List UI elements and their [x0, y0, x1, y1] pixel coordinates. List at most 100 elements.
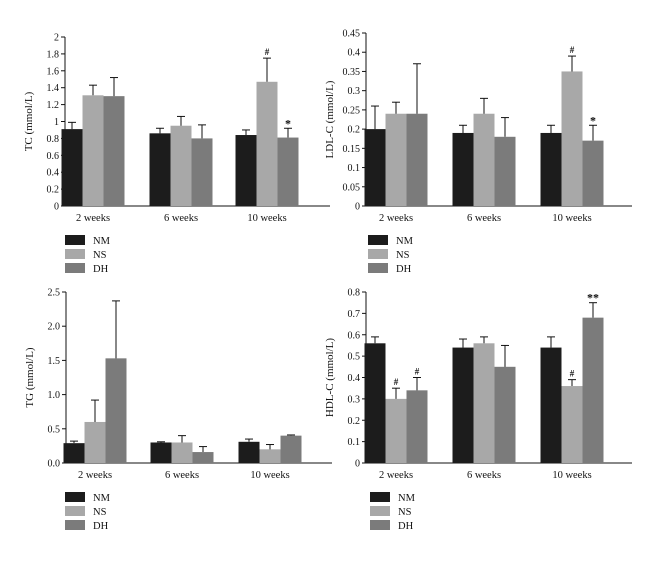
- y-tick-label: 1.2: [47, 100, 60, 111]
- y-tick-label: 1.6: [47, 66, 60, 77]
- significance-mark: #: [394, 377, 399, 387]
- bar-ns: [84, 421, 106, 463]
- legend-label: NS: [396, 250, 410, 261]
- bar-nm: [238, 441, 260, 463]
- y-tick-label: 0.4: [47, 168, 60, 179]
- bar-nm: [452, 132, 474, 206]
- legend-label: DH: [93, 264, 109, 275]
- bar-ns: [259, 449, 281, 463]
- y-tick-label: 0.35: [343, 67, 361, 78]
- bar-dh: [582, 317, 604, 463]
- y-tick-label: 0: [54, 202, 59, 213]
- bar-dh: [192, 452, 214, 463]
- bar-ns: [561, 386, 583, 463]
- significance-mark: #: [415, 367, 420, 377]
- legend-label: DH: [396, 264, 412, 275]
- bar-dh: [280, 435, 302, 463]
- bar-ns: [473, 113, 495, 206]
- bar-ns: [256, 81, 278, 206]
- y-tick-label: 0.8: [348, 288, 361, 299]
- bar-ns: [473, 343, 495, 463]
- bar-ns: [82, 95, 104, 206]
- significance-mark: *: [590, 113, 596, 127]
- bar-nm: [149, 133, 171, 206]
- legend-swatch-nm: [370, 492, 390, 502]
- x-tick-label: 10 weeks: [552, 470, 591, 481]
- legend: NM NS DH: [65, 492, 111, 532]
- legend-swatch-nm: [65, 492, 85, 502]
- y-tick-label: 0.0: [48, 459, 61, 470]
- y-tick-label: 0.2: [348, 416, 361, 427]
- y-tick-label: 0.4: [348, 373, 361, 384]
- y-tick-label: 1.5: [48, 356, 61, 367]
- legend-swatch-ns: [65, 506, 85, 516]
- legend-swatch-ns: [65, 249, 85, 259]
- y-tick-label: 0.8: [47, 134, 60, 145]
- tc-chart: 0 0.2 0.4 0.6 0.8 1 1.2 1.4 1.6 1.8 2 TC (mmol/L) 2 …: [23, 33, 330, 275]
- legend: NM NS DH: [370, 492, 416, 532]
- x-tick-label: 6 weeks: [467, 213, 501, 224]
- bar-nm: [235, 135, 257, 206]
- legend-swatch-dh: [370, 520, 390, 530]
- y-tick-label: 0.6: [348, 330, 361, 341]
- bar-ns: [170, 125, 192, 206]
- legend-label: NM: [93, 236, 111, 247]
- tg-chart: 0.0 0.5 1.0 1.5 2.0 2.5 TG (mmol/L) 2 weeks 6 we…: [24, 288, 332, 532]
- y-tick-label: 2.5: [48, 288, 61, 299]
- legend-swatch-dh: [65, 263, 85, 273]
- x-tick-label: 2 weeks: [379, 470, 413, 481]
- bar-ns: [385, 398, 407, 463]
- significance-mark: *: [285, 116, 291, 130]
- y-tick-label: 0.1: [348, 163, 361, 174]
- y-tick-label: 0.3: [348, 394, 361, 405]
- bar-dh: [105, 358, 127, 463]
- y-tick-label: 0.05: [343, 182, 361, 193]
- bar-nm: [61, 129, 83, 206]
- y-tick-label: 0.25: [343, 105, 361, 116]
- y-tick-label: 1.8: [47, 49, 60, 60]
- y-tick-label: 0: [355, 202, 360, 213]
- legend-label: NS: [93, 250, 107, 261]
- legend-swatch-ns: [368, 249, 388, 259]
- y-tick-label: 0.45: [343, 29, 361, 40]
- y-tick-label: 0.6: [47, 151, 60, 162]
- bar-ns: [171, 442, 193, 463]
- legend-swatch-dh: [65, 520, 85, 530]
- y-tick-label: 2.0: [48, 322, 61, 333]
- y-tick-label: 2: [54, 33, 59, 44]
- x-tick-label: 2 weeks: [76, 213, 110, 224]
- bar-dh: [406, 113, 428, 206]
- bar-dh: [582, 140, 604, 206]
- x-tick-label: 10 weeks: [247, 213, 286, 224]
- legend-swatch-nm: [65, 235, 85, 245]
- ldl-chart: 0 0.05 0.1 0.15 0.2 0.25 0.3 0.35 0.4 0.45 LDL-C (…: [324, 29, 632, 275]
- y-tick-label: 0.15: [343, 144, 361, 155]
- significance-mark: #: [265, 47, 270, 57]
- y-axis-label: LDL-C (mmol/L): [324, 80, 336, 158]
- legend: NM NS DH: [65, 235, 111, 275]
- significance-mark: **: [587, 291, 599, 305]
- x-tick-label: 2 weeks: [379, 213, 413, 224]
- y-tick-label: 0.7: [348, 309, 361, 320]
- bar-nm: [540, 347, 562, 463]
- y-tick-label: 0.1: [348, 437, 361, 448]
- legend-swatch-nm: [368, 235, 388, 245]
- legend-label: DH: [93, 521, 109, 532]
- bar-ns: [561, 71, 583, 206]
- y-tick-label: 0.4: [348, 48, 361, 59]
- x-tick-label: 6 weeks: [165, 470, 199, 481]
- bar-dh: [494, 366, 516, 463]
- significance-mark: #: [570, 369, 575, 379]
- bar-dh: [406, 390, 428, 463]
- bar-nm: [540, 132, 562, 206]
- bar-nm: [452, 347, 474, 463]
- y-tick-label: 1.4: [47, 83, 60, 94]
- legend: NM NS DH: [368, 235, 414, 275]
- bar-dh: [277, 137, 299, 206]
- y-tick-label: 0.3: [348, 86, 361, 97]
- y-tick-label: 0: [355, 459, 360, 470]
- bar-nm: [150, 442, 172, 463]
- y-axis-label: HDL-C (mmol/L): [324, 338, 336, 417]
- hdl-chart: 0 0.1 0.2 0.3 0.4 0.5 0.6 0.7 0.8 HDL-C (mmol/L) 2…: [324, 288, 632, 532]
